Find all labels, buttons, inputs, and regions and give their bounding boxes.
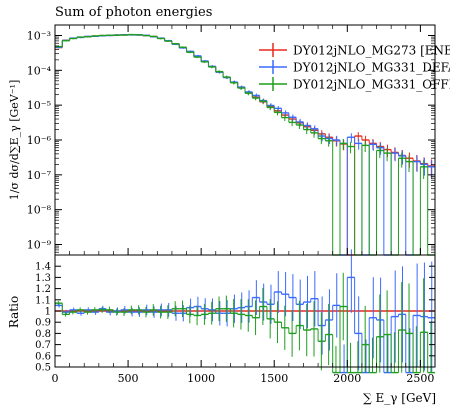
main-y-tick-label: 10⁻⁵ bbox=[27, 99, 51, 112]
legend-label: DY012jNLO_MG331_DEFA bbox=[293, 61, 450, 75]
main-y-tick-label: 10⁻⁷ bbox=[27, 169, 52, 182]
ratio-series-2 bbox=[55, 249, 435, 374]
x-tick-label: 2500 bbox=[406, 372, 434, 385]
main-y-tick-label: 10⁻⁸ bbox=[27, 204, 52, 217]
ratio-y-tick-label: 0.9 bbox=[35, 318, 51, 329]
main-y-tick-label: 10⁻³ bbox=[27, 29, 51, 42]
legend-label: DY012jNLO_MG331_OFFF bbox=[293, 78, 450, 92]
main-y-tick-label: 10⁻⁶ bbox=[27, 134, 52, 147]
y-axis-label-ratio: Ratio bbox=[7, 296, 21, 328]
legend: DY012jNLO_MG273 [ENE DY012jNLO_MG331_DEFA… bbox=[259, 43, 450, 92]
main-panel: 10⁻³ 10⁻⁴ 10⁻⁵ 10⁻⁶ 10⁻⁷ 10⁻⁸ 10⁻⁹ bbox=[27, 24, 436, 256]
ratio-y-tick-label: 0.7 bbox=[35, 340, 51, 351]
y-axis-label-main: 1/σ dσ/d∑E_γ [GeV⁻¹] bbox=[8, 80, 21, 201]
main-y-tick-label: 10⁻⁴ bbox=[27, 64, 52, 77]
x-tick-label: 1000 bbox=[187, 372, 215, 385]
ratio-y-tick-label: 1.2 bbox=[35, 284, 51, 295]
x-tick-label: 2000 bbox=[333, 372, 361, 385]
ratio-y-tick-label: 0.5 bbox=[35, 363, 51, 374]
x-tick-label: 500 bbox=[118, 372, 139, 385]
chart-title: Sum of photon energies bbox=[55, 5, 212, 20]
ratio-y-tick-label: 0.8 bbox=[35, 329, 51, 340]
x-tick-label: 1500 bbox=[260, 372, 288, 385]
ratio-y-tick-label: 0.6 bbox=[35, 351, 51, 362]
ratio-panel: 0.50.60.70.80.911.11.21.31.4 bbox=[35, 249, 436, 374]
ratio-y-tick-label: 1.1 bbox=[35, 295, 51, 306]
ratio-y-tick-label: 1.3 bbox=[35, 273, 51, 284]
x-axis-label: ∑ E_γ [GeV] bbox=[363, 391, 436, 405]
ratio-y-tick-label: 1.4 bbox=[35, 262, 51, 273]
main-y-tick-label: 10⁻⁹ bbox=[27, 239, 52, 252]
ratio-y-tick-label: 1 bbox=[45, 307, 51, 318]
legend-label: DY012jNLO_MG273 [ENE bbox=[293, 44, 450, 58]
ratio-series-3 bbox=[55, 272, 435, 374]
main-plot-frame bbox=[54, 24, 436, 256]
x-tick-label: 0 bbox=[52, 372, 59, 385]
